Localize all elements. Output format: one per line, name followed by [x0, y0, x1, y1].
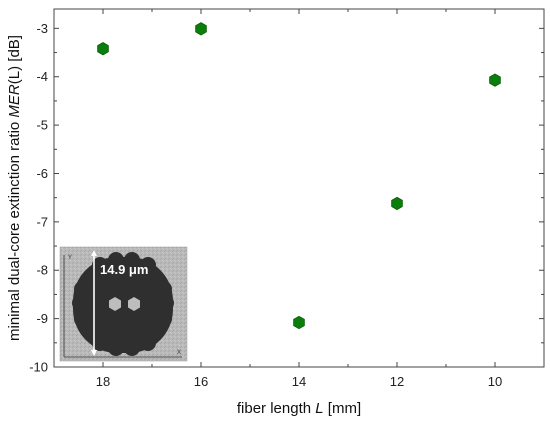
x-axis-ticks: 18 16 14 12 10: [53, 9, 545, 389]
y-tick-label: -5: [36, 118, 48, 133]
data-point-marker: [489, 73, 501, 87]
data-point-marker: [97, 42, 109, 56]
y-axis-title-unit: [dB]: [6, 35, 23, 62]
y-axis-title-arg: (L): [6, 66, 23, 84]
y-tick-label: -6: [36, 166, 48, 181]
inset-fiber-image: 14.9 μm Y X: [59, 246, 188, 362]
x-tick-label: 12: [390, 374, 404, 389]
inset-axis-x-label: X: [177, 350, 181, 356]
x-axis-title-var: L: [315, 400, 323, 417]
y-axis-title-text: minimal dual-core extinction ratio: [6, 122, 23, 341]
scale-bar-arrow-bottom: [91, 350, 97, 356]
data-point-marker: [293, 315, 305, 330]
x-axis-title-text: fiber length: [237, 400, 311, 417]
y-axis-title-var: MER: [6, 84, 23, 118]
data-point-marker: [391, 196, 403, 211]
x-axis-title: fiber length L [mm]: [237, 400, 361, 417]
x-tick-label: 16: [194, 374, 208, 389]
y-tick-label: -9: [36, 311, 48, 326]
x-axis-title-unit: [mm]: [328, 400, 361, 417]
x-tick-label: 14: [292, 374, 306, 389]
y-tick-label: -3: [36, 21, 48, 36]
inset-axis-y-label: Y: [68, 255, 72, 261]
y-tick-label: -10: [29, 360, 48, 375]
y-tick-label: -4: [36, 69, 48, 84]
scale-bar-arrow-top: [91, 250, 97, 256]
x-tick-label: 18: [96, 374, 110, 389]
y-axis-ticks: -3 -4 -5 -6 -7 -8 -9 -10: [29, 21, 544, 375]
data-markers: [97, 22, 501, 330]
inset-scale-label: 14.9 μm: [100, 262, 148, 277]
y-tick-label: -8: [36, 263, 48, 278]
y-axis-title: minimal dual-core extinction ratio MER(L…: [6, 35, 23, 341]
core-right: [128, 297, 140, 311]
fiber-cross-section: [72, 252, 174, 356]
data-point-marker: [195, 22, 207, 36]
x-tick-label: 10: [488, 374, 502, 389]
y-tick-label: -7: [36, 214, 48, 229]
core-left: [109, 297, 121, 311]
